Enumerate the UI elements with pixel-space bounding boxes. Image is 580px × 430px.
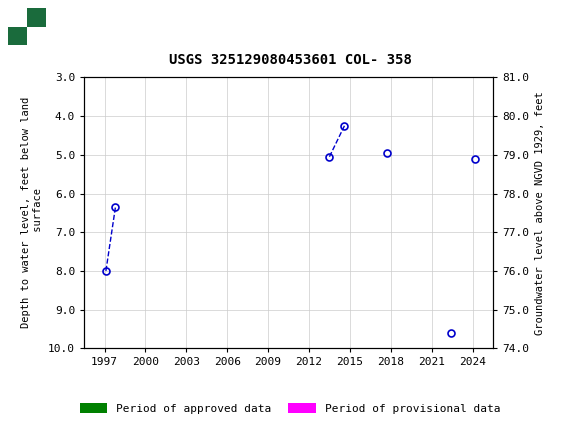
Bar [8,27,27,46]
Bar [27,8,46,27]
Bar [8,8,27,27]
Bar [8,8,46,46]
Text: USGS 325129080453601 COL- 358: USGS 325129080453601 COL- 358 [169,52,411,67]
Text: USGS: USGS [52,18,96,36]
Legend: Period of approved data, Period of provisional data: Period of approved data, Period of provi… [79,403,501,414]
Bar [27,27,46,46]
Y-axis label: Groundwater level above NGVD 1929, feet: Groundwater level above NGVD 1929, feet [535,91,545,335]
Y-axis label: Depth to water level, feet below land
 surface: Depth to water level, feet below land su… [21,97,42,329]
